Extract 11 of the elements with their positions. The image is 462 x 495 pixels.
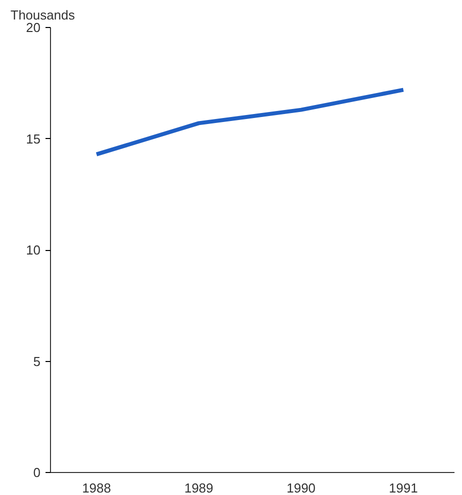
- x-tick-label: 1989: [184, 480, 214, 495]
- x-tick-label: 1990: [286, 480, 316, 495]
- y-tick-label: 5: [33, 354, 41, 369]
- x-tick-label: 1991: [388, 480, 418, 495]
- y-axis-title: Thousands: [10, 8, 76, 22]
- line-series: [94, 88, 406, 156]
- y-tick-label: 10: [26, 242, 41, 258]
- y-tick-label: 20: [26, 20, 41, 35]
- y-tick-label: 15: [26, 131, 41, 146]
- x-tick-label: 1988: [82, 480, 111, 495]
- y-tick-label: 0: [33, 465, 41, 480]
